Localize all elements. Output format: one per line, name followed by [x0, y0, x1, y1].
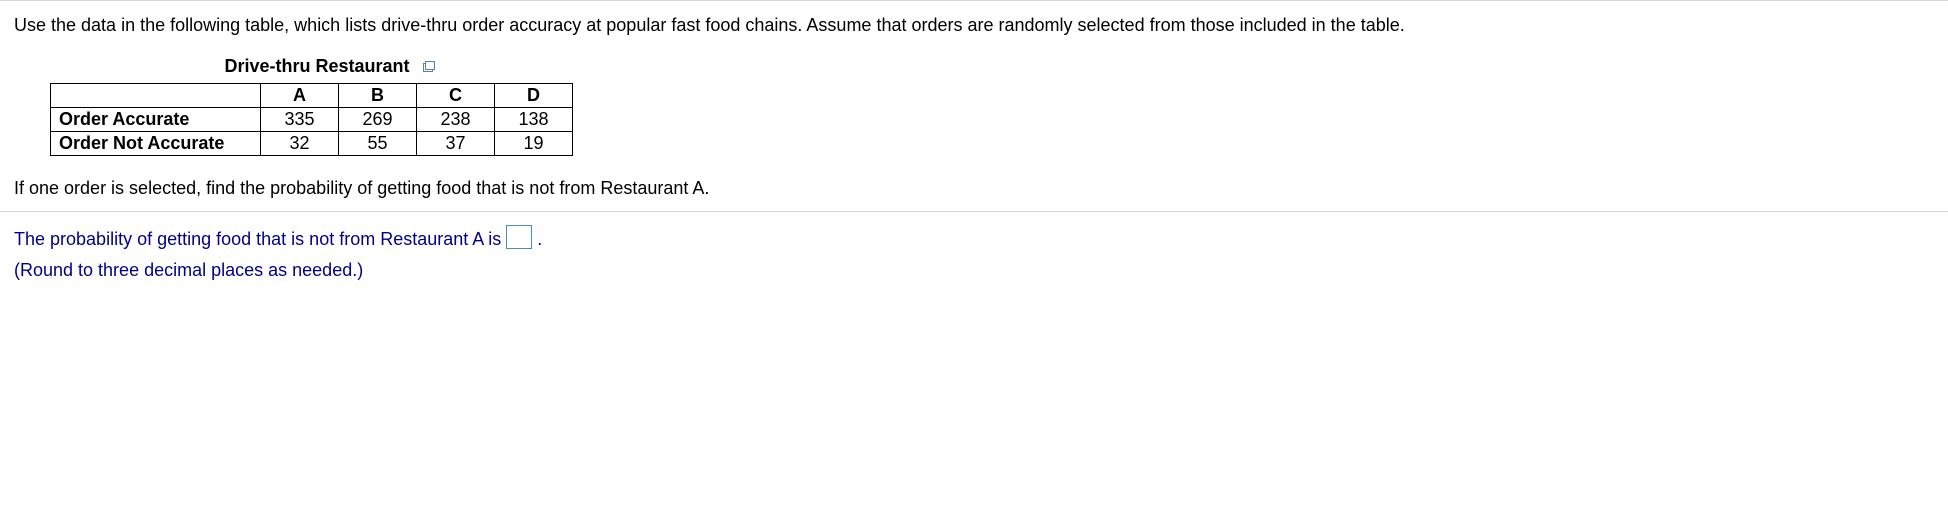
cell: 37 [417, 132, 495, 156]
table-row: Order Accurate 335 269 238 138 [51, 108, 573, 132]
cell: 32 [261, 132, 339, 156]
table-empty-cell [51, 84, 261, 108]
followup-question: If one order is selected, find the proba… [14, 178, 1934, 199]
popup-icon[interactable] [421, 58, 436, 79]
table-col-a: A [261, 84, 339, 108]
cell: 19 [495, 132, 573, 156]
cell: 269 [339, 108, 417, 132]
cell: 138 [495, 108, 573, 132]
answer-line-1: The probability of getting food that is … [14, 224, 1934, 255]
answer-suffix: . [537, 229, 542, 249]
table-col-c: C [417, 84, 495, 108]
cell: 335 [261, 108, 339, 132]
answer-prefix: The probability of getting food that is … [14, 229, 506, 249]
table-title-row: Drive-thru Restaurant [50, 56, 610, 83]
cell: 55 [339, 132, 417, 156]
table-header-row: A B C D [51, 84, 573, 108]
question-section: Use the data in the following table, whi… [0, 0, 1948, 212]
cell: 238 [417, 108, 495, 132]
table-col-b: B [339, 84, 417, 108]
table-col-d: D [495, 84, 573, 108]
table-title: Drive-thru Restaurant [224, 56, 409, 76]
row-label: Order Accurate [51, 108, 261, 132]
table-row: Order Not Accurate 32 55 37 19 [51, 132, 573, 156]
data-table-wrap: Drive-thru Restaurant A B C D Order Accu… [50, 56, 1934, 156]
answer-input[interactable] [506, 225, 532, 249]
answer-section: The probability of getting food that is … [0, 212, 1948, 297]
data-table: A B C D Order Accurate 335 269 238 138 O… [50, 83, 573, 156]
answer-line-2: (Round to three decimal places as needed… [14, 255, 1934, 286]
row-label: Order Not Accurate [51, 132, 261, 156]
question-intro: Use the data in the following table, whi… [14, 13, 1934, 38]
